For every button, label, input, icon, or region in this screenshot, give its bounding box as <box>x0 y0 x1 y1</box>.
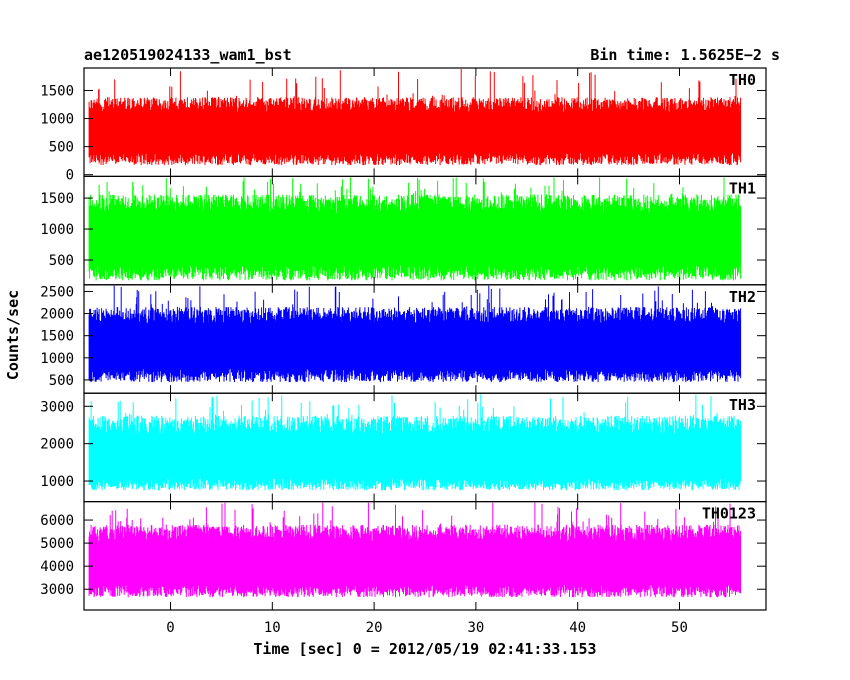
y-tick-label: 500 <box>49 373 74 389</box>
y-tick-label: 2000 <box>40 437 74 453</box>
series-line-th3 <box>88 394 742 491</box>
series-line-th0 <box>88 69 742 166</box>
y-tick-label: 3000 <box>40 582 74 598</box>
series-line-th0123 <box>88 502 742 598</box>
series-label-th3: TH3 <box>729 396 756 414</box>
y-tick-label: 1500 <box>40 191 74 207</box>
y-tick-label: 1000 <box>40 474 74 490</box>
x-tick-label: 30 <box>467 620 484 636</box>
panel-frame-5 <box>83 501 767 611</box>
y-tick-label: 6000 <box>40 513 74 529</box>
y-tick-label: 1500 <box>40 83 74 99</box>
series-label-th1: TH1 <box>729 179 756 197</box>
x-tick-label: 20 <box>366 620 383 636</box>
y-tick-label: 500 <box>49 253 74 269</box>
x-axis-label: Time [sec] 0 = 2012/05/19 02:41:33.153 <box>253 640 596 658</box>
panels-group: 050010001500TH050010001500TH150010001500… <box>40 67 767 636</box>
x-tick-label: 40 <box>569 620 586 636</box>
series-line-th1 <box>88 177 742 281</box>
series-label-th0: TH0 <box>729 71 756 89</box>
y-tick-label: 1000 <box>40 351 74 367</box>
x-tick-label: 0 <box>166 620 174 636</box>
y-tick-label: 1000 <box>40 112 74 128</box>
x-tick-label: 50 <box>671 620 688 636</box>
plot-title-right: Bin time: 1.5625E−2 s <box>590 46 780 64</box>
y-tick-label: 0 <box>66 168 74 184</box>
series-label-th0123: TH0123 <box>702 505 756 523</box>
y-tick-label: 2000 <box>40 307 74 323</box>
x-tick-label: 10 <box>264 620 281 636</box>
y-tick-label: 4000 <box>40 559 74 575</box>
series-label-th2: TH2 <box>729 288 756 306</box>
y-tick-label: 1500 <box>40 329 74 345</box>
plot-title-left: ae120519024133_wam1_bst <box>84 46 292 64</box>
series-line-th2 <box>88 285 742 383</box>
y-tick-label: 2500 <box>40 284 74 300</box>
y-tick-label: 3000 <box>40 399 74 415</box>
y-tick-label: 1000 <box>40 222 74 238</box>
y-tick-label: 500 <box>49 140 74 156</box>
y-tick-label: 5000 <box>40 536 74 552</box>
y-axis-label: Counts/sec <box>4 290 22 380</box>
